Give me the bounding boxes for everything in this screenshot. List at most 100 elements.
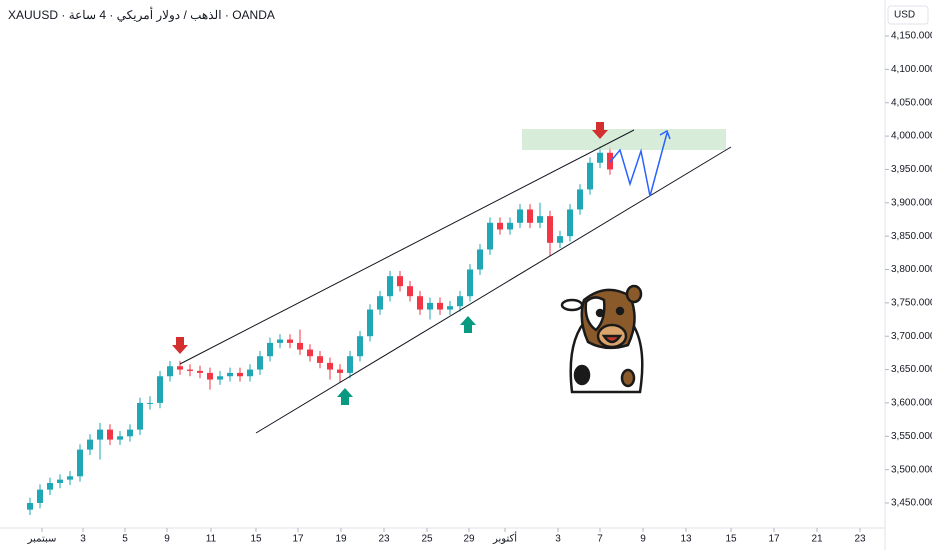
candle-body — [347, 356, 353, 373]
x-tick-label: 9 — [640, 534, 646, 545]
channel-upper — [179, 129, 635, 365]
candle-body — [307, 349, 313, 357]
channel-lower — [255, 146, 732, 434]
y-tick-label: 4,050.000 — [891, 97, 932, 108]
candle-body — [337, 369, 343, 373]
cow-mascot — [560, 284, 644, 394]
candle-body — [27, 502, 33, 510]
candle-body — [467, 269, 473, 297]
y-tick-label: 4,000.000 — [891, 131, 932, 142]
candle-body — [97, 429, 103, 440]
y-tick-label: 3,500.000 — [891, 464, 932, 475]
x-tick-label: 17 — [292, 534, 304, 545]
candle-body — [167, 366, 173, 377]
y-tick-label: 3,950.000 — [891, 164, 932, 175]
candle-body — [587, 162, 593, 190]
x-tick-label: 29 — [463, 534, 475, 545]
candle-body — [247, 369, 253, 377]
candle-body — [457, 296, 463, 307]
candle-body — [477, 249, 483, 270]
target-zone — [522, 129, 726, 150]
candle-body — [357, 336, 363, 357]
currency-box[interactable] — [887, 5, 929, 25]
candle-body — [437, 302, 443, 310]
y-tick-label: 3,600.000 — [891, 398, 932, 409]
candle-body — [417, 296, 423, 310]
candle-body — [157, 376, 163, 403]
y-tick-label: 3,650.000 — [891, 364, 932, 375]
y-tick-label: 3,550.000 — [891, 431, 932, 442]
candle-body — [327, 362, 333, 370]
y-tick-label: 3,900.000 — [891, 197, 932, 208]
x-tick-label: 5 — [122, 534, 128, 545]
drawings — [172, 122, 732, 434]
candle-body — [377, 296, 383, 310]
y-tick-label: 3,850.000 — [891, 231, 932, 242]
candle-body — [67, 476, 73, 480]
projection-arrowhead — [659, 129, 671, 140]
candle-body — [137, 402, 143, 430]
candle-body — [387, 276, 393, 297]
x-tick-label: سبتمبر — [27, 534, 57, 545]
chart-title: XAUUSD · الذهب / دولار أمريكي · 4 ساعة ·… — [8, 7, 275, 22]
candle-body — [217, 376, 223, 380]
candle-body — [287, 339, 293, 343]
candle-body — [177, 366, 183, 370]
candle-body — [597, 152, 603, 163]
candle-body — [567, 209, 573, 237]
x-tick-label: 21 — [811, 534, 823, 545]
candle-body — [237, 372, 243, 377]
x-tick-label: 3 — [555, 534, 561, 545]
x-tick-label: 7 — [597, 534, 603, 545]
x-tick-label: 23 — [378, 534, 390, 545]
candle-body — [517, 209, 523, 223]
candle-body — [557, 236, 563, 243]
candle-body — [447, 306, 453, 310]
candle-body — [107, 429, 113, 440]
candle-body — [267, 342, 273, 357]
candle-body — [427, 302, 433, 310]
candle-body — [117, 436, 123, 440]
candle-body — [227, 372, 233, 377]
candle-body — [257, 356, 263, 370]
candle-body — [47, 482, 53, 490]
down-arrow — [592, 122, 608, 139]
x-tick-label: 11 — [206, 534, 217, 545]
candle-body — [487, 222, 493, 250]
y-tick-label: 3,750.000 — [891, 297, 932, 308]
candle-body — [367, 309, 373, 337]
candle-body — [577, 189, 583, 210]
x-tick-label: 13 — [680, 534, 692, 545]
candle-body — [527, 209, 533, 223]
y-tick-label: 3,700.000 — [891, 331, 932, 342]
y-tick-label: 3,450.000 — [891, 498, 932, 509]
y-tick-label: 4,100.000 — [891, 64, 932, 75]
candle-body — [537, 216, 543, 223]
candle-body — [147, 402, 153, 404]
candle-body — [317, 356, 323, 363]
x-tick-label: 3 — [80, 534, 86, 545]
x-tick-label: 17 — [768, 534, 780, 545]
x-tick-label: 25 — [421, 534, 433, 545]
candle-body — [77, 449, 83, 477]
candle-body — [297, 342, 303, 350]
x-tick-label: 23 — [854, 534, 866, 545]
y-tick-label: 3,800.000 — [891, 264, 932, 275]
candle-body — [207, 372, 213, 380]
candle-body — [397, 276, 403, 287]
candle-body — [187, 369, 193, 371]
x-tick-label: أكتوبر — [492, 532, 517, 545]
up-arrow — [337, 388, 353, 405]
projection-path — [609, 132, 668, 197]
candle-body — [507, 222, 513, 230]
down-arrow — [172, 337, 188, 354]
candle-body — [407, 286, 413, 297]
up-arrow — [460, 316, 476, 333]
candle-body — [547, 216, 553, 243]
y-tick-label: 4,150.000 — [891, 31, 932, 42]
candle-body — [197, 370, 203, 373]
x-tick-label: 9 — [164, 534, 170, 545]
x-tick-label: 15 — [250, 534, 262, 545]
